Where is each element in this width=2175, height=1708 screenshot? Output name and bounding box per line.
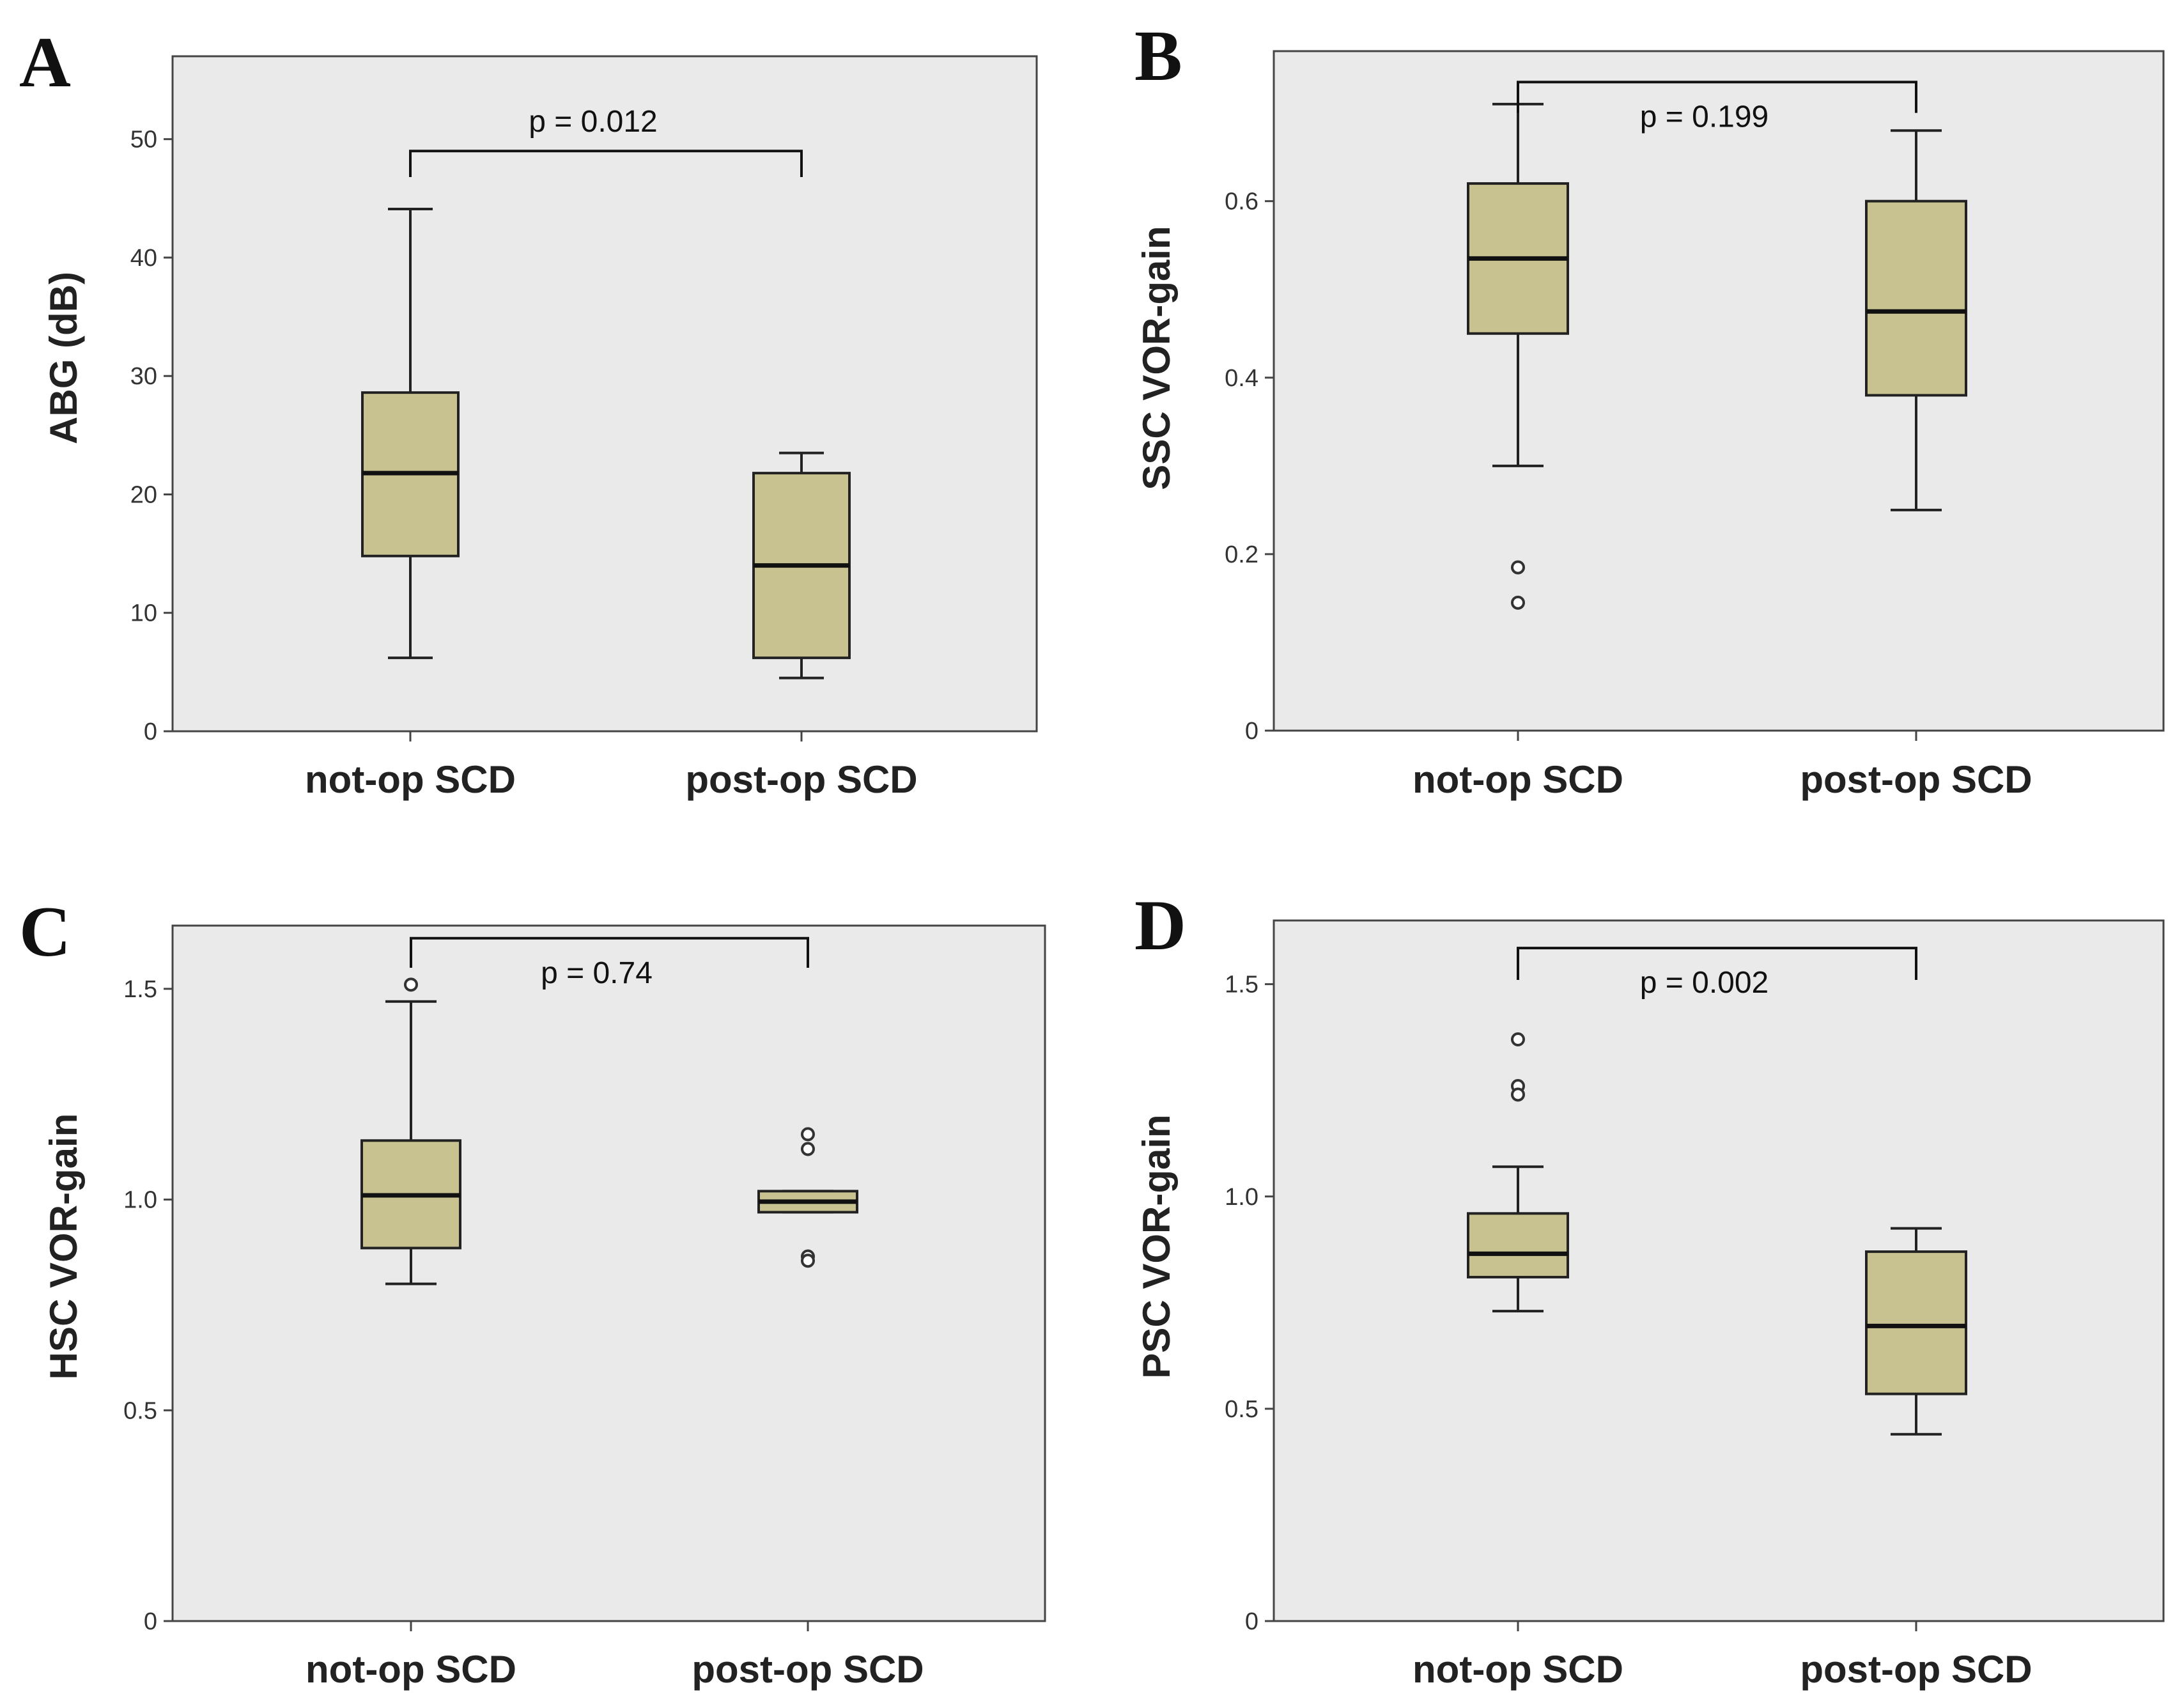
x-category-label: not-op SCD [1413, 1648, 1623, 1691]
box-iqr [1865, 1250, 1967, 1395]
y-tick-label: 0.5 [1225, 1396, 1258, 1423]
x-category-label: post-op SCD [1800, 758, 2032, 801]
p-value-label: p = 0.012 [529, 105, 658, 139]
y-tick-label: 30 [130, 363, 157, 390]
x-category-label: post-op SCD [692, 1648, 924, 1691]
outlier-point [801, 1254, 815, 1268]
y-tick-label: 0 [1245, 1608, 1258, 1635]
y-tick-label: 0.2 [1225, 541, 1258, 568]
y-axis-label: PSC VOR-gain [1135, 1114, 1178, 1378]
y-tick-label: 1.0 [123, 1187, 157, 1214]
y-tick-label: 10 [130, 600, 157, 627]
box-iqr [1467, 1212, 1569, 1278]
plot-area [1273, 919, 2165, 1622]
x-category-label: post-op SCD [685, 758, 917, 801]
panel-b: B SSC VOR-gain 0 0.2 0.4 0.6 not-op SCD post-op… [1134, 17, 2165, 801]
y-tick-label: 0.5 [123, 1397, 157, 1424]
p-value-label: p = 0.74 [541, 956, 653, 990]
outlier-point [801, 1127, 815, 1142]
y-tick-label: 0 [144, 718, 157, 745]
y-tick-label: 0 [144, 1608, 157, 1635]
y-tick-label: 20 [130, 481, 157, 508]
y-axis-label: HSC VOR-gain [42, 1114, 85, 1380]
y-tick-label: 0.6 [1225, 189, 1258, 215]
significance-bracket [1517, 81, 1917, 113]
panel-letter: C [19, 892, 71, 972]
y-tick-label: 1.5 [123, 976, 157, 1003]
p-value-label: p = 0.199 [1640, 100, 1769, 134]
y-tick-label: 1.5 [1225, 972, 1258, 998]
y-tick-label: 50 [130, 127, 157, 153]
box-iqr [1865, 199, 1967, 397]
panel-c: C HSC VOR-gain 0 0.5 1.0 1.5 not-op SCD post-op… [19, 892, 1046, 1691]
outlier-point [1511, 560, 1525, 575]
x-category-label: not-op SCD [1413, 758, 1623, 801]
plot-area [171, 55, 1038, 733]
y-tick-label: 0 [1245, 718, 1258, 745]
y-tick-label: 1.0 [1225, 1184, 1258, 1211]
y-tick-label: 40 [130, 245, 157, 272]
outlier-point [1511, 1087, 1525, 1102]
plot-area [171, 924, 1046, 1622]
outlier-point [801, 1142, 815, 1156]
significance-bracket [409, 150, 803, 177]
y-axis-label: SSC VOR-gain [1135, 226, 1178, 490]
outlier-point [1511, 595, 1525, 610]
x-category-label: post-op SCD [1800, 1648, 2032, 1691]
outlier-point [404, 977, 418, 992]
panel-letter: B [1134, 17, 1182, 96]
significance-bracket [410, 936, 809, 968]
x-category-label: not-op SCD [306, 1648, 516, 1691]
p-value-label: p = 0.002 [1640, 966, 1769, 1000]
y-axis-label: ABG (dB) [42, 272, 85, 444]
panel-letter: A [19, 23, 71, 102]
panel-letter: D [1134, 886, 1186, 965]
y-tick-label: 0.4 [1225, 365, 1258, 392]
plot-area [1273, 50, 2165, 732]
panel-a: A ABG (dB) 0 10 20 30 40 50 not-op SCD post-op SC… [19, 23, 1038, 801]
significance-bracket [1517, 947, 1917, 980]
outlier-point [1511, 1032, 1525, 1046]
panel-d: D PSC VOR-gain 0 0.5 1.0 1.5 not-op SCD post-op… [1134, 886, 2165, 1691]
x-category-label: not-op SCD [305, 758, 516, 801]
